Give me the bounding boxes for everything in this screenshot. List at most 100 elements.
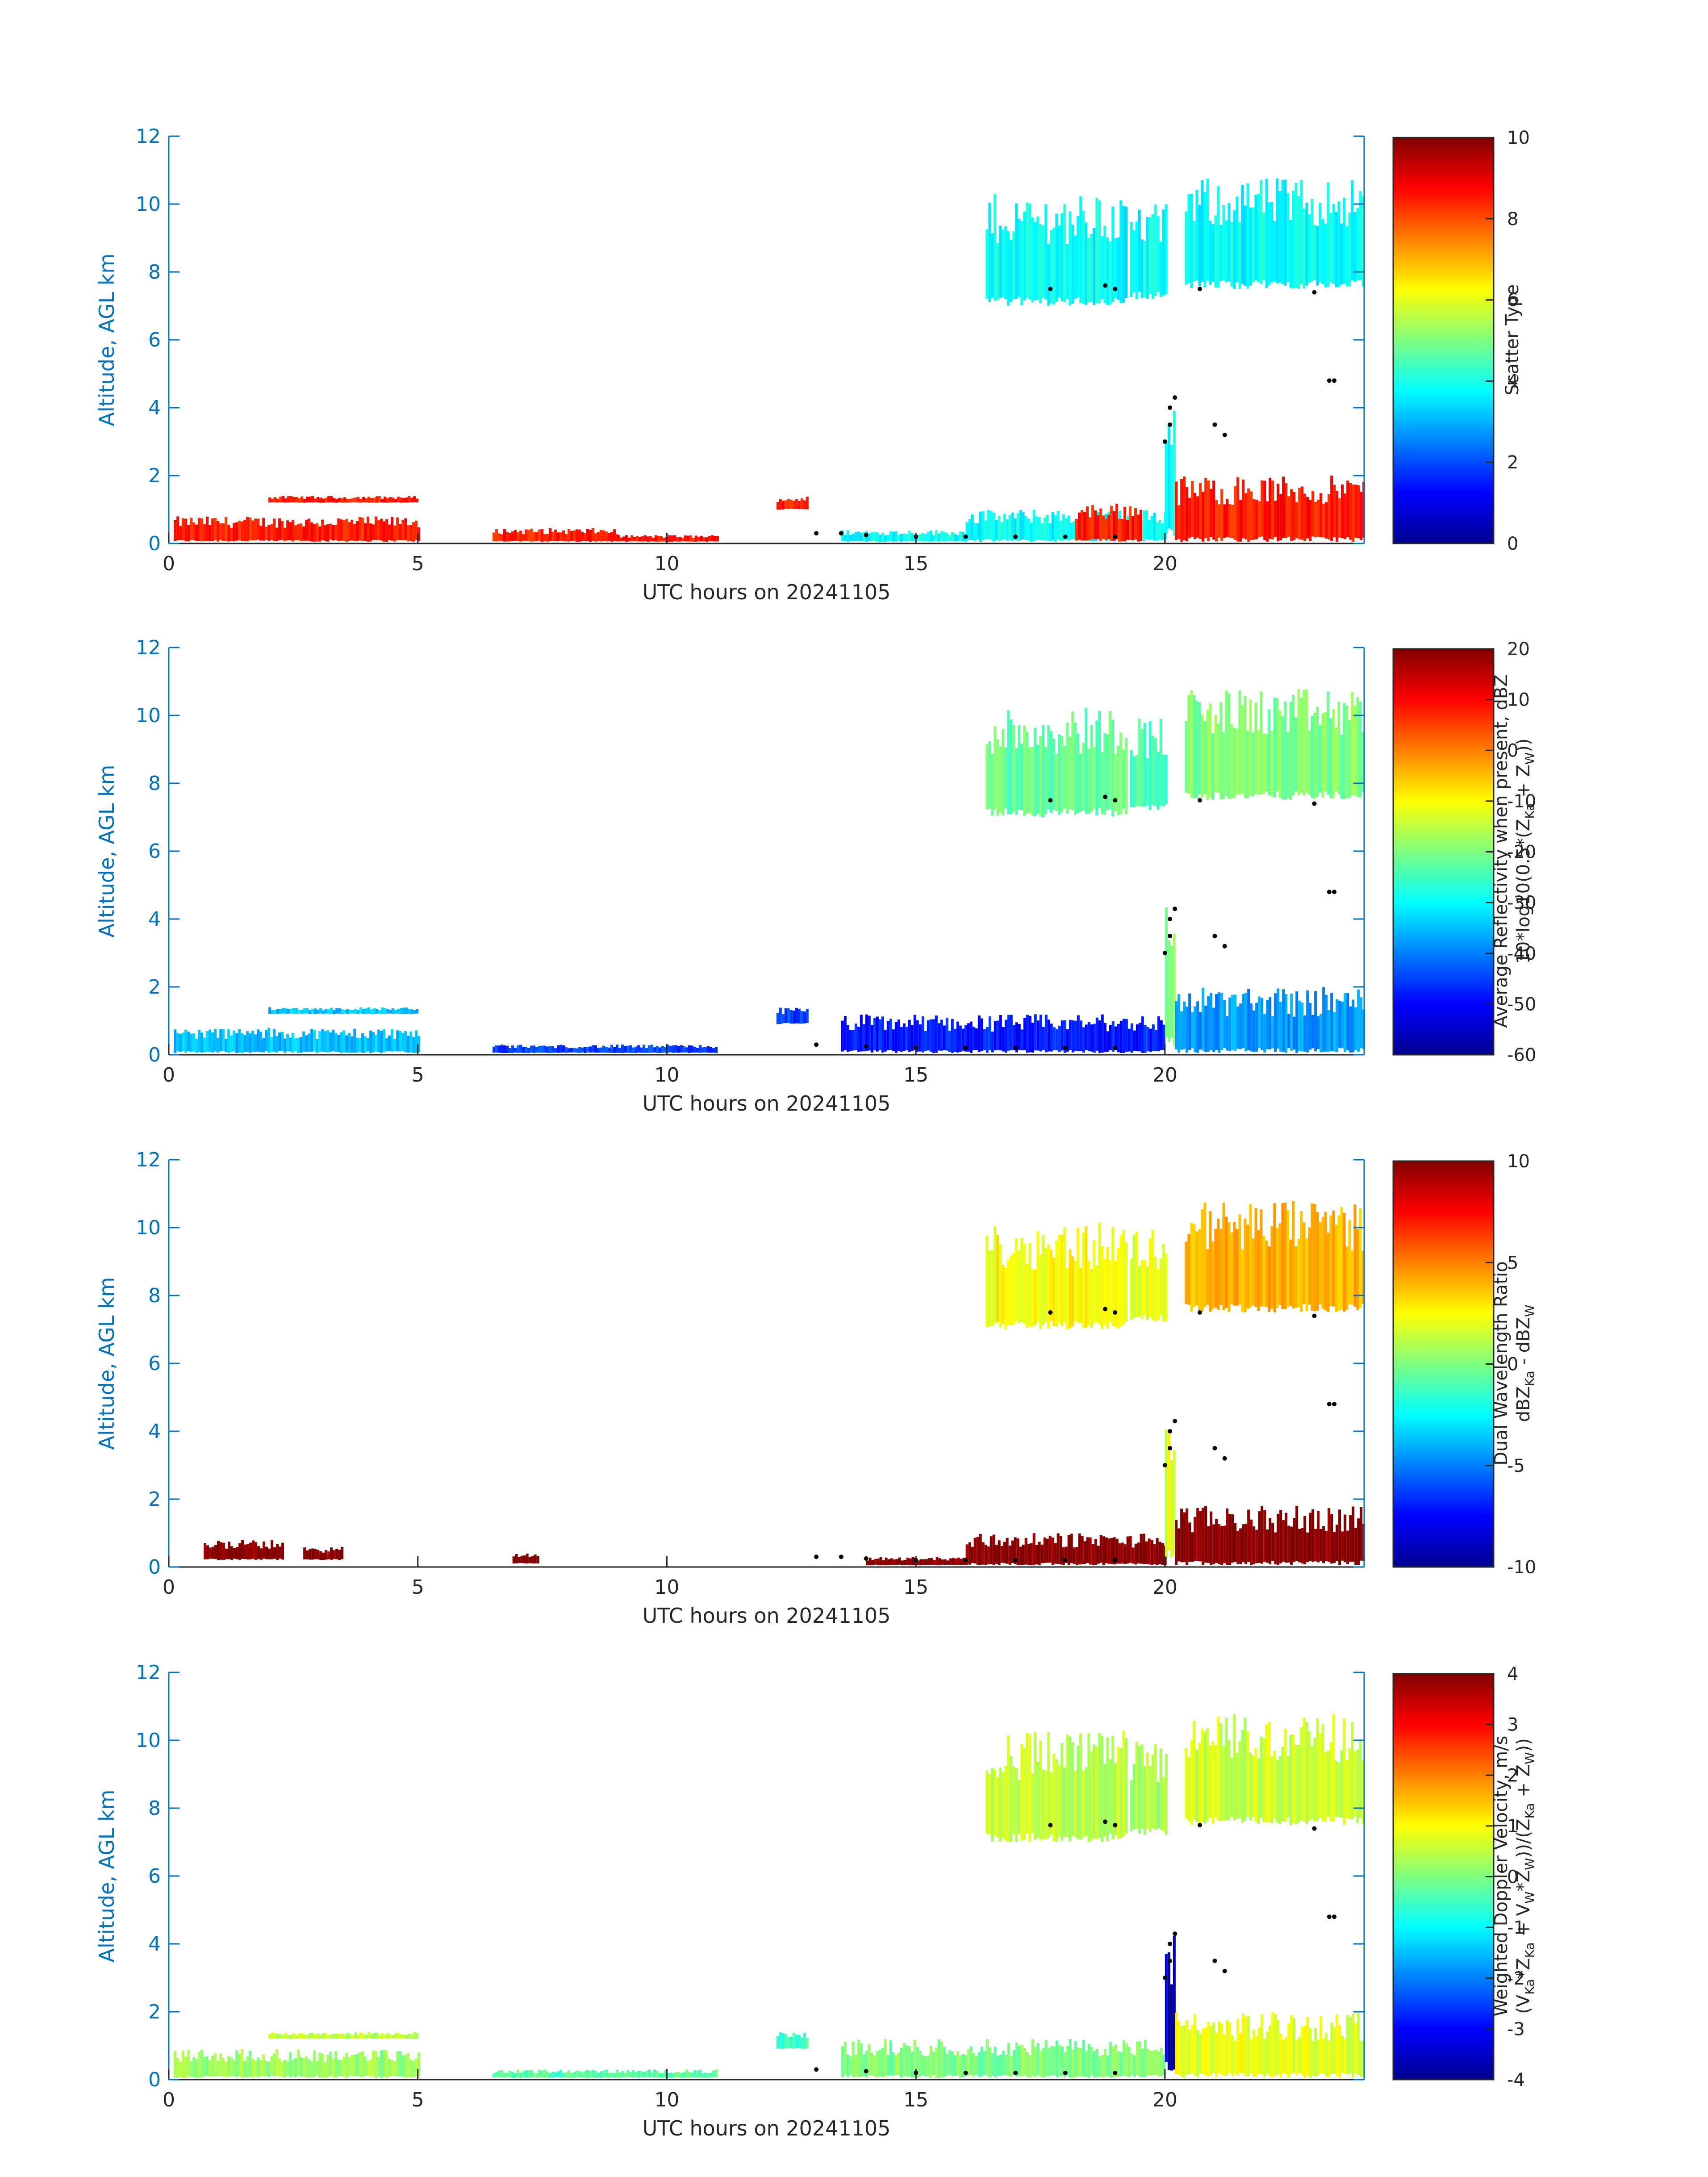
- region-column: [1292, 191, 1295, 289]
- region-column: [1311, 1015, 1315, 1049]
- region-column: [174, 520, 177, 541]
- region-column: [910, 2052, 914, 2078]
- region-column: [956, 1021, 959, 1053]
- region-column: [278, 518, 281, 540]
- region-column: [281, 521, 284, 540]
- region-column: [903, 1560, 906, 1565]
- region-column: [317, 1009, 320, 1014]
- region-column: [289, 522, 292, 541]
- region-column: [187, 2050, 190, 2077]
- region-column: [937, 1023, 940, 1051]
- region-column: [857, 1027, 860, 1052]
- region-column: [1030, 522, 1033, 542]
- region-column: [290, 2034, 293, 2039]
- region-column: [1099, 508, 1102, 541]
- region-column: [1143, 1766, 1146, 1835]
- region-column: [359, 499, 363, 503]
- region-column: [1117, 1747, 1120, 1839]
- region-column: [1253, 1010, 1256, 1052]
- region-column: [332, 2059, 335, 2077]
- region-column: [408, 2033, 411, 2039]
- region-column: [538, 529, 541, 541]
- region-column: [886, 2055, 889, 2076]
- region-column: [932, 2052, 935, 2075]
- marker-point: [1312, 1313, 1317, 1318]
- region-column: [1300, 698, 1303, 793]
- region-column: [1107, 1538, 1111, 1564]
- region-column: [1250, 1519, 1253, 1565]
- region-column: [1333, 485, 1336, 537]
- region-column: [1046, 1538, 1049, 1563]
- region-column: [333, 497, 336, 503]
- region-column: [1290, 1526, 1293, 1565]
- region-column: [651, 2072, 654, 2078]
- region-column: [1357, 1518, 1360, 1565]
- region-column: [924, 1031, 927, 1051]
- region-column: [391, 1029, 394, 1052]
- region-column: [1201, 715, 1204, 798]
- region-column: [1253, 499, 1256, 540]
- region-column: [1258, 1511, 1261, 1563]
- marker-point: [1332, 1914, 1337, 1919]
- marker-point: [1197, 1823, 1202, 1827]
- region-column: [1148, 1766, 1152, 1832]
- region-column: [662, 538, 665, 542]
- region-column: [1151, 214, 1154, 299]
- region-column: [278, 1032, 281, 1051]
- region-column: [1132, 1764, 1136, 1830]
- region-column: [1081, 1536, 1084, 1564]
- region-column: [1187, 1757, 1190, 1821]
- region-column: [1345, 1246, 1349, 1310]
- region-column: [1138, 1023, 1141, 1052]
- region-column: [1202, 492, 1205, 542]
- region-column: [935, 1015, 938, 1053]
- region-column: [986, 1027, 989, 1053]
- region-column: [898, 1557, 901, 1565]
- region-column: [1071, 1020, 1074, 1053]
- region-column: [1012, 1253, 1015, 1326]
- region-column: [1113, 1537, 1116, 1565]
- region-column: [844, 2042, 847, 2075]
- region-column: [560, 532, 563, 541]
- region-column: [1069, 736, 1072, 810]
- region-column: [1095, 198, 1098, 303]
- region-column: [385, 1038, 388, 1052]
- region-column: [1191, 1532, 1194, 1562]
- region-column: [1289, 702, 1292, 800]
- marker-point: [1327, 1914, 1332, 1919]
- region-column: [781, 2033, 785, 2049]
- region-column: [1114, 1026, 1117, 1050]
- region-column: [1093, 228, 1096, 305]
- region-column: [1249, 699, 1252, 796]
- region-column: [359, 1007, 363, 1014]
- region-8: [1130, 1741, 1168, 1835]
- region-column: [953, 1028, 956, 1052]
- region-column: [1146, 1266, 1149, 1320]
- region-column: [1236, 729, 1239, 795]
- region-column: [1098, 710, 1101, 808]
- region-column: [1244, 205, 1247, 286]
- region-column: [1052, 1258, 1056, 1326]
- region-column: [1109, 1759, 1112, 1834]
- region-column: [1274, 993, 1277, 1052]
- region-column: [1346, 481, 1349, 537]
- region-column: [933, 1560, 936, 1565]
- region-column: [1016, 513, 1019, 541]
- region-column: [227, 1029, 230, 1053]
- region-column: [357, 497, 360, 502]
- region-column: [1111, 1736, 1115, 1839]
- region-11: [1130, 204, 1168, 299]
- region-column: [1140, 1744, 1144, 1829]
- region-column: [884, 535, 887, 542]
- region-column: [1359, 1208, 1362, 1308]
- region-column: [1103, 1023, 1107, 1053]
- region-column: [300, 1037, 303, 1053]
- region-column: [1043, 1537, 1046, 1563]
- region-column: [570, 531, 573, 541]
- region-column: [1220, 489, 1224, 541]
- region-12: [1185, 178, 1365, 289]
- region-column: [543, 1045, 547, 1053]
- region-column: [1219, 1723, 1223, 1821]
- region-column: [1257, 194, 1260, 283]
- region-1: [268, 2032, 419, 2039]
